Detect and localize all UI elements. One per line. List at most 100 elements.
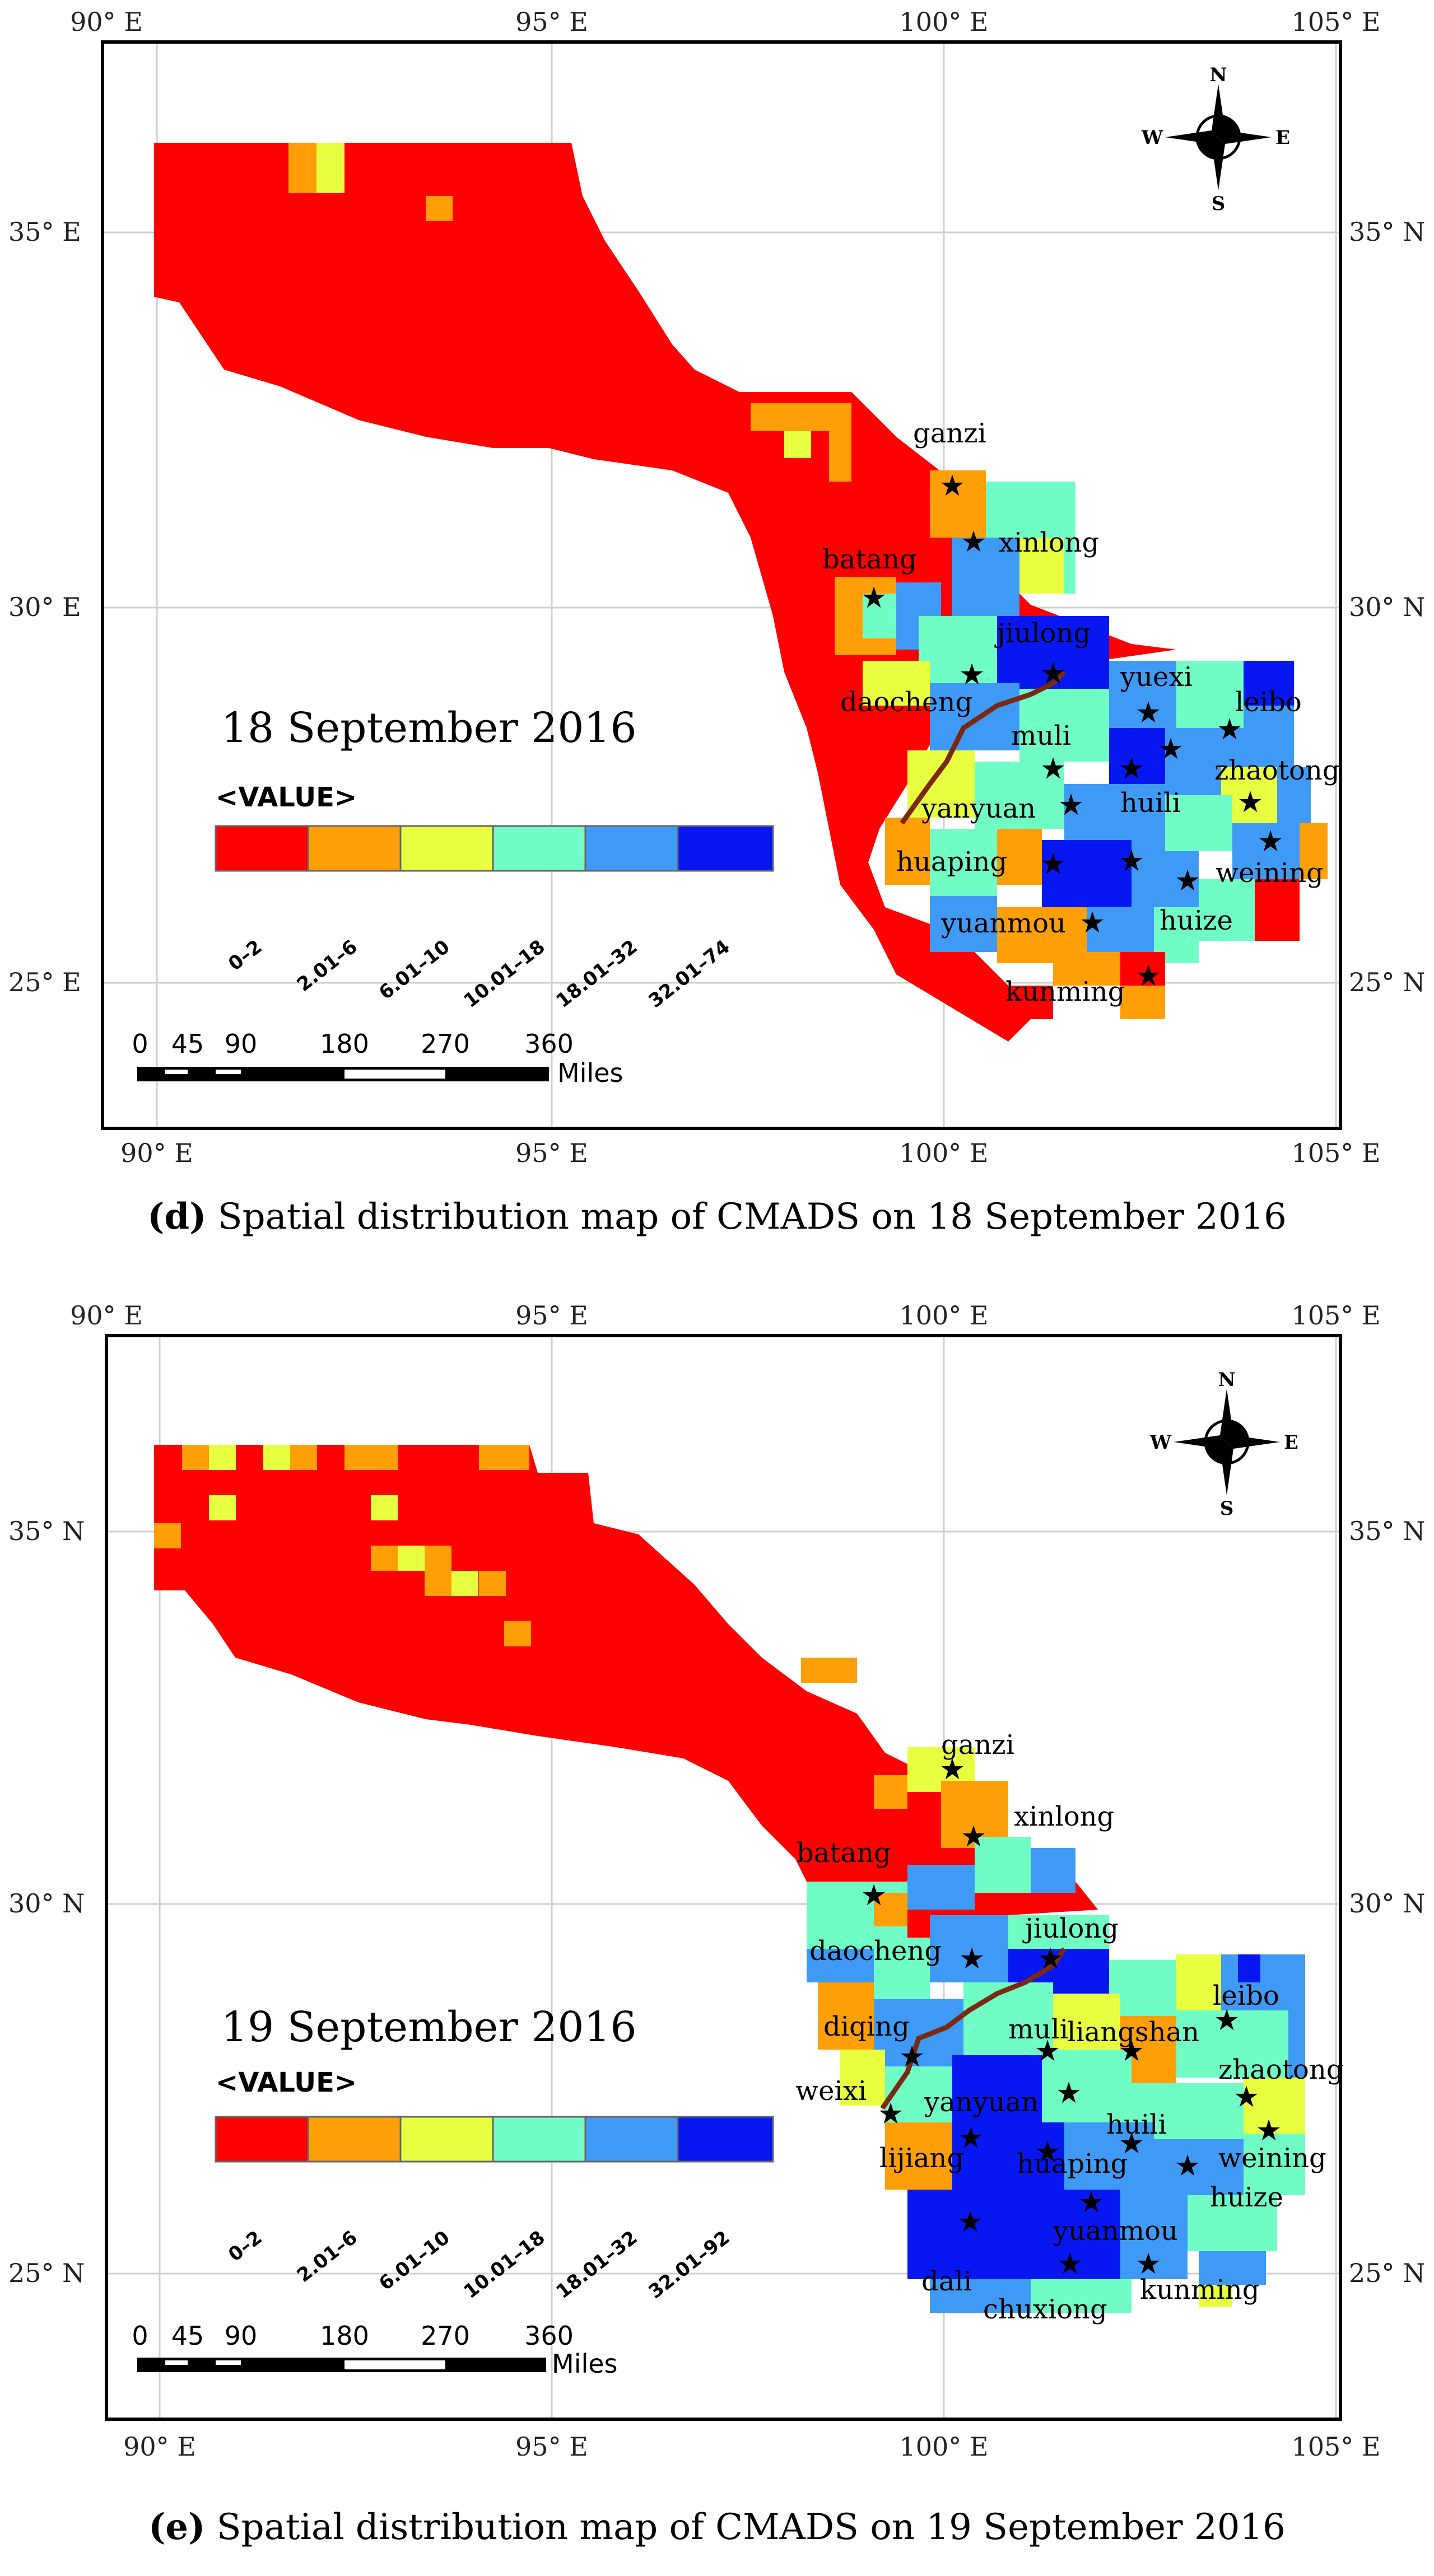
station-label-huili: huili xyxy=(1120,787,1181,819)
scale-unit: Miles xyxy=(557,1058,623,1088)
figure-caption-e: (e) Spatial distribution map of CMADS on… xyxy=(0,2506,1434,2548)
station-label-lijiang: lijiang xyxy=(879,2143,964,2174)
figure-caption-d: (d) Spatial distribution map of CMADS on… xyxy=(0,1196,1434,1238)
scale-tick: 270 xyxy=(421,2321,470,2351)
lon-bottom-95: 95° E xyxy=(515,1138,588,1168)
station-star: ★ xyxy=(1258,825,1284,858)
compass-n: N xyxy=(1209,64,1227,86)
scale-tick: 45 xyxy=(171,1029,204,1059)
scale-tick: 0 xyxy=(132,1029,148,1059)
compass-e: E xyxy=(1275,127,1290,149)
station-label-huize: huize xyxy=(1160,905,1233,936)
station-label-daocheng: daocheng xyxy=(840,687,972,718)
station-label-weining: weining xyxy=(1218,2143,1326,2174)
map-panel-e: 90° E 95° E 100° E 105° E xyxy=(0,1288,1434,2576)
lon-bottom-90: 90° E xyxy=(120,1138,193,1168)
lon-top-90: 90° E xyxy=(70,1300,143,1331)
lon-bottom-105: 105° E xyxy=(1291,1138,1380,1168)
legend-swatch-1 xyxy=(215,2116,309,2163)
lat-right-30: 30° N xyxy=(1349,1888,1425,1919)
river-line xyxy=(880,1947,1067,2110)
legend-swatch-4 xyxy=(492,2116,586,2163)
station-star: ★ xyxy=(1135,696,1162,730)
lat-left-25: 25° E xyxy=(8,967,81,997)
station-star: ★ xyxy=(1135,2247,1162,2281)
station-label-muli: muli xyxy=(1008,2014,1068,2045)
station-label-weixi: weixi xyxy=(795,2075,867,2107)
station-star: ★ xyxy=(878,2097,904,2131)
lon-bottom-105: 105° E xyxy=(1291,2432,1380,2462)
lat-right-35: 35° N xyxy=(1349,217,1425,247)
station-label-liangshan: liangshan xyxy=(1067,2017,1199,2048)
station-star: ★ xyxy=(1079,906,1106,940)
scale-tick: 45 xyxy=(171,2321,204,2351)
map-d: 90° E 95° E 100° E 105° E xyxy=(8,7,1425,1168)
station-label-chuxiong: chuxiong xyxy=(983,2294,1107,2325)
station-star: ★ xyxy=(957,2205,984,2239)
station-star: ★ xyxy=(1217,713,1243,746)
station-star: ★ xyxy=(1035,2135,1061,2169)
station-label-kunming: kunming xyxy=(1140,2274,1259,2306)
legend-swatch-5 xyxy=(584,2116,679,2163)
station-label-ganzi: ganzi xyxy=(941,1729,1014,1761)
station-star: ★ xyxy=(1135,959,1162,993)
station-label-ganzi: ganzi xyxy=(913,418,986,449)
legend-swatch-4 xyxy=(492,825,586,872)
station-markers: ★ ★ ★ ★ ★ ★ ★ ★ ★ ★ ★ ★ ★ ★ ★ ★ ★ ★ ★ ★ … xyxy=(861,1753,1282,2281)
lat-right-30: 30° N xyxy=(1349,592,1425,622)
station-star: ★ xyxy=(1158,732,1184,766)
station-label-yanyuan: yanyuan xyxy=(924,2087,1039,2118)
legend-title: <VALUE> xyxy=(216,782,357,813)
station-star: ★ xyxy=(958,2121,984,2155)
legend-swatch-3 xyxy=(399,2116,494,2163)
legend-swatch-6 xyxy=(677,825,774,872)
lon-bottom-95: 95° E xyxy=(515,2432,588,2462)
scale-tick: 360 xyxy=(524,1029,574,1059)
lat-left-35: 35° N xyxy=(8,1516,85,1546)
compass-n: N xyxy=(1218,1369,1235,1391)
precip-grid xyxy=(154,1445,1305,2313)
station-star: ★ xyxy=(1058,788,1084,822)
station-star: ★ xyxy=(939,1753,966,1786)
station-label-leibo: leibo xyxy=(1235,687,1302,718)
lat-left-25: 25° N xyxy=(8,2258,85,2288)
lon-bottom-90: 90° E xyxy=(123,2432,196,2462)
map-panel-d: 90° E 95° E 100° E 105° E xyxy=(0,7,1434,1238)
station-star: ★ xyxy=(1237,786,1264,819)
map-e: 90° E 95° E 100° E 105° E xyxy=(8,1300,1425,2462)
north-arrow-icon: N S E W xyxy=(1149,1369,1298,1520)
station-star: ★ xyxy=(1078,2186,1105,2219)
station-label-yanyuan: yanyuan xyxy=(921,793,1036,824)
station-star: ★ xyxy=(1233,2080,1260,2114)
legend-color-bar xyxy=(215,825,774,872)
station-label-huili: huili xyxy=(1106,2109,1167,2140)
river-line xyxy=(900,670,1067,825)
station-label-huize: huize xyxy=(1210,2182,1283,2213)
lon-top-105: 105° E xyxy=(1291,7,1380,37)
station-label-jiulong: jiulong xyxy=(1022,1913,1119,1944)
station-label-diqing: diqing xyxy=(823,2011,910,2042)
compass-w: W xyxy=(1141,127,1163,149)
compass-s: S xyxy=(1212,193,1226,215)
station-star: ★ xyxy=(1037,1942,1064,1976)
station-star: ★ xyxy=(899,2040,925,2074)
station-label-leibo: leibo xyxy=(1213,1980,1279,2012)
station-label-zhaotong: zhaotong xyxy=(1218,2054,1344,2085)
lat-right-25: 25° N xyxy=(1349,967,1425,997)
legend-title: <VALUE> xyxy=(216,2067,357,2098)
station-star: ★ xyxy=(1040,847,1067,881)
station-label-batang: batang xyxy=(797,1837,891,1869)
station-label-yuanmou: yuanmou xyxy=(941,908,1066,939)
station-label-muli: muli xyxy=(1011,720,1071,752)
station-star: ★ xyxy=(959,658,985,692)
station-star: ★ xyxy=(1256,2114,1282,2148)
lon-top-105: 105° E xyxy=(1291,1300,1380,1331)
legend-swatch-5 xyxy=(584,825,679,872)
station-label-zhaotong: zhaotong xyxy=(1214,755,1340,786)
lon-top-95: 95° E xyxy=(515,7,588,37)
station-star: ★ xyxy=(1035,2034,1061,2068)
scale-tick: 0 xyxy=(132,2321,148,2351)
station-star: ★ xyxy=(1119,752,1145,786)
station-star: ★ xyxy=(961,525,987,559)
station-label-jiulong: jiulong xyxy=(994,618,1091,649)
